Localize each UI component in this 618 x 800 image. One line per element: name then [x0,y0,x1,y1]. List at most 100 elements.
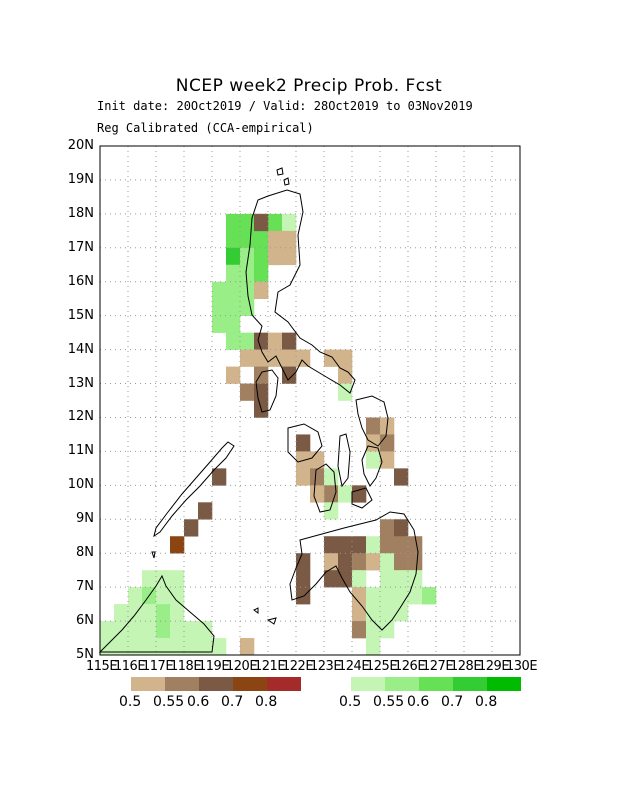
wet-probability-cell [226,298,241,316]
wet-legend-label: 0.7 [441,694,464,710]
lat-tick-label: 16N [67,273,94,289]
dry-probability-cell [254,332,269,350]
lat-tick-label: 18N [67,205,94,221]
lat-tick-label: 7N [76,579,94,595]
dry-probability-cell [254,213,269,232]
lat-tick-label: 5N [76,647,94,662]
probability-cells [100,213,437,656]
wet-probability-cell [142,638,157,656]
dry-probability-cell [268,230,283,249]
wet-probability-cell [184,621,199,639]
lon-tick-label: 121E [254,659,286,674]
lon-tick-label: 123E [310,659,342,674]
wet-probability-cell [128,638,143,656]
babuyan-islet [276,167,284,176]
dry-probability-cell [268,247,283,266]
dry-legend-label: 0.8 [255,694,278,710]
dry-probability-cell [408,536,423,554]
wet-probability-cell [212,298,227,316]
wet-probability-cell [156,604,171,622]
init-valid-subtitle: Init date: 20Oct2019 / Valid: 28Oct2019 … [97,99,473,113]
dry-probability-cell [240,349,255,367]
map-title: NCEP week2 Precip Prob. Fcst [175,76,443,96]
bohol-coastline [351,487,373,509]
wet-probability-cell [226,247,241,266]
dry-probability-cell [394,536,409,554]
wet-probability-cell [170,587,185,605]
dry-probability-cell [296,553,311,571]
wet-probability-cell [240,332,255,350]
dry-probability-cell [324,485,339,503]
wet-probability-cell [156,638,171,656]
dry-probability-cell [338,553,353,571]
dry-probability-cell [310,468,325,486]
wet-probability-cell [240,298,255,316]
calibration-subtitle: Reg Calibrated (CCA-empirical) [97,121,314,135]
wet-probability-cell [142,604,157,622]
dry-probability-cell [352,621,367,639]
dry-legend-label: 0.6 [187,694,210,710]
dry-probability-cell [394,553,409,571]
dry-probability-cell [324,349,339,367]
sulu-islet-1 [253,607,259,614]
dry-probability-cell [296,468,311,486]
dry-probability-cell [380,536,395,554]
wet-probability-cell [240,264,255,283]
wet-probability-cell [212,638,227,656]
wet-probability-cell [366,536,381,554]
wet-probability-cell [366,451,381,469]
lat-tick-label: 15N [67,307,94,323]
wet-probability-cell [198,621,213,639]
lon-tick-label: 120E [226,659,258,674]
lon-tick-label: 118E [170,659,202,674]
dry-probability-cell [352,485,367,503]
wet-probability-cell [184,638,199,656]
wet-probability-cell [338,383,353,401]
panay-coastline [287,423,323,463]
wet-legend-swatch [453,677,487,691]
dry-probability-cell [282,366,297,384]
lon-tick-label: 127E [422,659,454,674]
dry-probability-cell [380,519,395,537]
wet-probability-cell [226,213,241,232]
wet-probability-cell [226,230,241,249]
lat-tick-label: 10N [67,477,94,493]
dry-probability-cell [240,638,255,656]
lon-tick-label: 130E [506,659,538,674]
negros-coastline [313,463,337,513]
dry-probability-cell [184,519,199,537]
dry-probability-cell [282,332,297,350]
wet-probability-cell [114,638,129,656]
wet-probability-cell [142,621,157,639]
wet-probability-cell [380,553,395,571]
wet-probability-cell [170,638,185,656]
dry-legend-swatch [165,677,199,691]
borneo-coastline [98,574,215,653]
wet-legend-label: 0.6 [407,694,430,710]
wet-probability-cell [380,621,395,639]
dry-legend-label: 0.55 [153,694,185,710]
wet-probability-cell [226,315,241,333]
mindanao-coastline [289,511,419,631]
wet-probability-cell [128,621,143,639]
wet-probability-cell [394,587,409,605]
lat-tick-label: 11N [67,443,94,459]
wet-probability-cell [100,621,115,639]
dry-probability-cell [352,553,367,571]
dry-probability-cell [380,451,395,469]
wet-probability-cell [282,213,297,232]
mindoro-coastline [255,369,279,413]
dry-probability-cell [324,553,339,571]
wet-probability-cell [380,587,395,605]
palawan-coastline [153,441,235,538]
wet-probability-cell [338,485,353,503]
coastline [98,167,419,653]
lon-tick-label: 126E [394,659,426,674]
wet-probability-cell [156,587,171,605]
wet-probability-cell [268,213,283,232]
dry-probability-cell [310,485,325,503]
dry-probability-cell [338,570,353,588]
samar-coastline [355,395,389,447]
wet-probability-cell [212,281,227,299]
